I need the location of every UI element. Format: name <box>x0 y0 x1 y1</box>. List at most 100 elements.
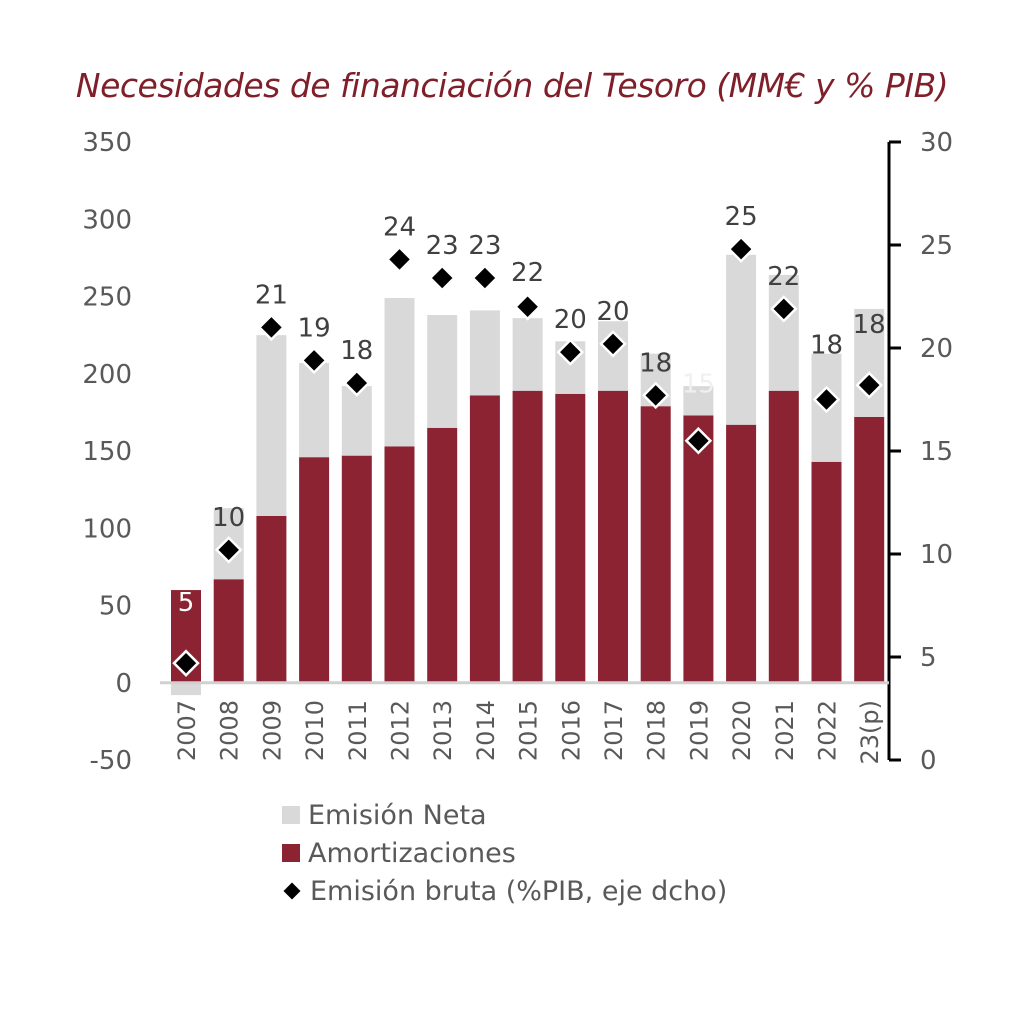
legend-label: Emisión bruta (%PIB, eje dcho) <box>310 875 728 907</box>
x-tick-label: 2015 <box>515 700 543 761</box>
x-tick-label: 2018 <box>643 700 671 761</box>
bar-emision-neta <box>512 318 543 391</box>
point-label: 20 <box>596 297 629 327</box>
point-label: 21 <box>255 280 288 310</box>
point-emision-bruta <box>684 426 713 455</box>
x-tick-label: 2008 <box>216 700 244 761</box>
left-tick-label: -50 <box>90 746 132 776</box>
point-emision-bruta <box>300 346 328 375</box>
point-emision-bruta <box>855 371 883 399</box>
point-emision-bruta <box>428 264 456 292</box>
point-labels: 5 10 21 19 18 24 23 23 22 20 20 18 15 25 22 18 18 <box>178 202 886 618</box>
point-label: 23 <box>426 231 459 261</box>
x-axis-labels: 2007 2008 2009 2010 2011 2012 2013 2014 2015 2016… <box>173 700 884 765</box>
point-label: 18 <box>853 310 886 340</box>
point-label: 22 <box>511 258 544 288</box>
point-label: 19 <box>298 313 331 343</box>
right-tick-label: 15 <box>920 437 953 467</box>
bar-amortizaciones <box>469 395 500 683</box>
bar-amortizaciones <box>854 417 885 683</box>
bar-emision-neta <box>256 335 287 516</box>
x-tick-label: 2013 <box>429 700 457 761</box>
point-label: 18 <box>639 348 672 378</box>
right-axis: 30 25 20 15 10 5 0 <box>887 128 953 776</box>
bar-amortizaciones <box>726 424 757 683</box>
x-tick-label: 2009 <box>258 700 286 761</box>
left-tick-label: 0 <box>115 669 132 699</box>
bar-amortizaciones <box>683 415 714 683</box>
bar-emision-neta <box>469 310 500 396</box>
bar-emision-neta <box>683 386 714 416</box>
bar-amortizaciones <box>811 461 842 683</box>
point-emision-bruta <box>556 338 585 366</box>
point-emision-bruta <box>770 295 798 323</box>
right-tick-label: 10 <box>920 540 953 570</box>
points <box>172 235 883 677</box>
point-label: 10 <box>212 503 245 533</box>
right-tick-label: 5 <box>920 643 937 673</box>
right-tick-label: 0 <box>920 746 937 776</box>
point-label: 15 <box>682 370 715 400</box>
x-tick-label: 2014 <box>472 700 500 761</box>
left-tick-label: 200 <box>82 360 132 390</box>
left-tick-label: 100 <box>82 514 132 544</box>
left-tick-label: 250 <box>82 283 132 313</box>
bar-amortizaciones <box>598 390 628 683</box>
point-emision-bruta <box>641 381 670 410</box>
bar-amortizaciones <box>512 390 543 683</box>
point-emision-bruta <box>172 649 200 677</box>
bar-emision-neta <box>854 308 885 418</box>
x-tick-label: 2021 <box>771 700 799 761</box>
legend-swatch-amortizaciones <box>282 844 300 862</box>
x-tick-label: 2022 <box>814 700 842 761</box>
x-tick-label: 2012 <box>387 700 415 761</box>
legend-diamond-icon <box>283 882 301 900</box>
x-tick-label: 2019 <box>685 700 713 761</box>
bar-amortizaciones <box>299 457 330 683</box>
legend-label: Amortizaciones <box>308 837 516 869</box>
point-label: 5 <box>178 588 195 618</box>
legend-label: Emisión Neta <box>308 799 487 831</box>
x-tick-label: 23(p) <box>856 700 884 765</box>
left-tick-label: 50 <box>99 592 132 622</box>
point-label: 18 <box>340 336 373 366</box>
left-tick-label: 300 <box>82 205 132 235</box>
bar-amortizaciones <box>384 446 415 683</box>
bar-amortizaciones <box>768 390 799 683</box>
right-tick-label: 25 <box>920 231 953 261</box>
bar-amortizaciones <box>640 406 671 683</box>
bar-emision-neta <box>341 386 372 456</box>
right-tick-label: 20 <box>920 334 953 364</box>
point-emision-bruta <box>257 313 286 342</box>
point-emision-bruta <box>513 293 542 321</box>
x-tick-label: 2007 <box>173 700 201 761</box>
point-emision-bruta <box>599 330 627 358</box>
left-tick-label: 150 <box>82 437 132 467</box>
point-label: 23 <box>468 231 501 261</box>
bar-amortizaciones <box>341 455 372 683</box>
left-axis: 350 300 250 200 150 100 50 0 -50 <box>82 128 132 776</box>
bars <box>171 254 885 696</box>
x-tick-label: 2017 <box>600 700 628 761</box>
point-label: 25 <box>725 202 758 232</box>
x-tick-label: 2011 <box>344 700 372 761</box>
point-emision-bruta <box>343 369 371 397</box>
bar-emision-neta <box>768 274 799 391</box>
legend-item-amortizaciones: Amortizaciones <box>282 834 727 872</box>
point-emision-bruta <box>385 245 414 274</box>
left-tick-label: 350 <box>82 128 132 158</box>
bar-emision-neta <box>384 298 415 447</box>
right-tick-label: 30 <box>920 128 953 158</box>
point-label: 24 <box>383 212 416 242</box>
legend-swatch-emision-neta <box>282 806 300 824</box>
legend-item-emision-neta: Emisión Neta <box>282 796 727 834</box>
legend: Emisión Neta Amortizaciones Emisión brut… <box>282 796 727 910</box>
bar-emision-neta <box>427 315 458 428</box>
bar-emision-neta <box>299 362 330 458</box>
bar-amortizaciones <box>427 427 458 683</box>
bar-amortizaciones <box>256 515 287 683</box>
legend-item-emision-bruta: Emisión bruta (%PIB, eje dcho) <box>282 872 727 910</box>
x-tick-label: 2010 <box>301 700 329 761</box>
bar-emision-neta <box>726 254 757 425</box>
point-label: 22 <box>767 262 800 292</box>
